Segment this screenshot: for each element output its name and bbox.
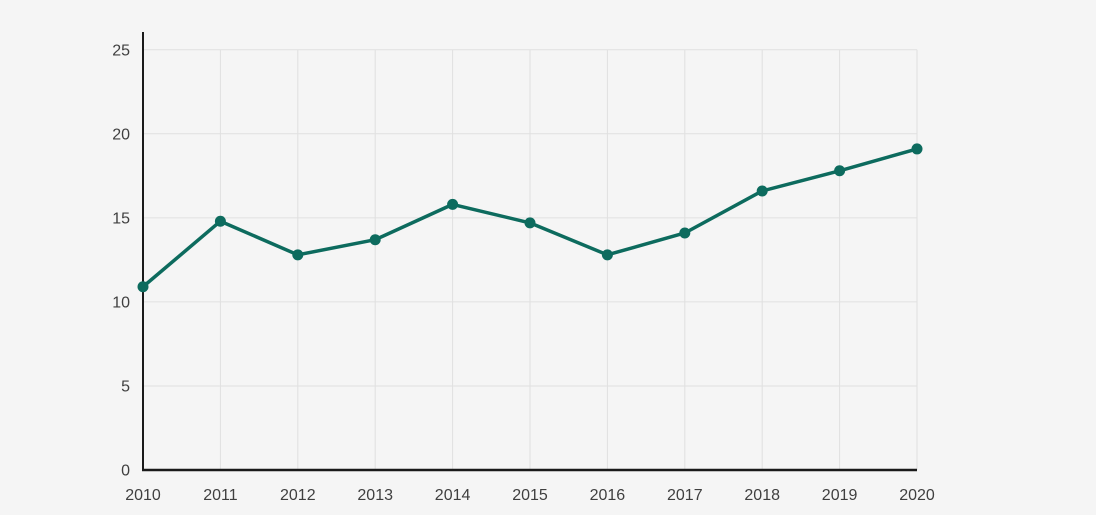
data-point-marker (214, 215, 226, 227)
x-tick-label: 2013 (357, 487, 393, 504)
y-tick-label: 10 (112, 294, 130, 311)
y-tick-label: 25 (112, 42, 130, 59)
data-point-marker (524, 217, 536, 229)
x-tick-label: 2010 (125, 487, 161, 504)
x-tick-label: 2015 (512, 487, 548, 504)
data-point-marker (834, 165, 846, 177)
y-tick-label: 0 (121, 463, 130, 480)
data-point-marker (679, 227, 691, 239)
data-point-marker (137, 281, 149, 293)
x-tick-label: 2012 (280, 487, 316, 504)
x-tick-label: 2011 (203, 487, 238, 504)
data-point-marker (447, 198, 459, 210)
x-tick-label: 2020 (899, 487, 935, 504)
data-point-marker (292, 249, 304, 261)
data-point-marker (369, 234, 381, 246)
data-point-marker (756, 185, 768, 197)
x-tick-label: 2016 (590, 487, 626, 504)
data-point-marker (601, 249, 613, 261)
y-tick-label: 15 (112, 210, 130, 227)
x-tick-label: 2014 (435, 487, 471, 504)
x-tick-label: 2019 (822, 487, 858, 504)
x-tick-label: 2017 (667, 487, 703, 504)
x-tick-label: 2018 (744, 487, 780, 504)
data-point-marker (911, 143, 923, 155)
y-tick-label: 5 (121, 378, 130, 395)
y-tick-label: 20 (112, 126, 130, 143)
